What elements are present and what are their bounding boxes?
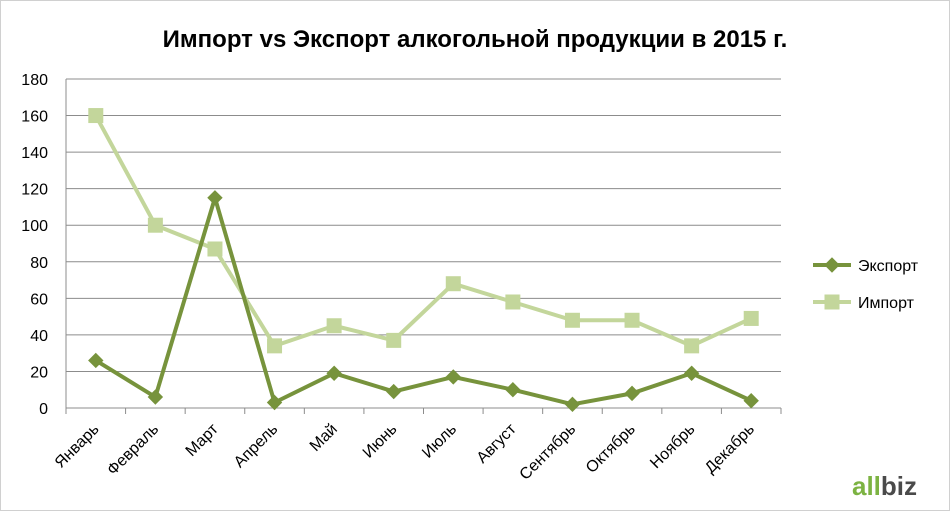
data-point (445, 276, 461, 292)
data-point (207, 190, 223, 206)
legend-marker (824, 294, 840, 310)
data-point (743, 310, 759, 326)
data-point (147, 217, 163, 233)
data-point (743, 392, 759, 409)
data-point (505, 382, 521, 398)
x-tick-label: Октябрь (583, 421, 639, 477)
data-point (326, 365, 342, 381)
legend-label: Импорт (858, 295, 915, 312)
x-tick-label: Декабрь (702, 421, 758, 477)
axes: 0 20 40 60 80 100 120 140 160 180 Январь Февраль Мар… (21, 72, 782, 484)
series-layer (88, 108, 759, 413)
y-tick-label: 80 (30, 255, 48, 272)
x-tick-label: Февраль (104, 421, 162, 479)
y-tick-label: 120 (21, 182, 48, 199)
y-tick-label: 140 (21, 145, 48, 162)
series-line (94, 195, 753, 407)
data-point (207, 241, 223, 257)
data-point (266, 394, 283, 411)
logo-biz-part: biz (881, 471, 917, 501)
y-tick-label: 160 (21, 109, 48, 126)
chart-title: Импорт vs Экспорт алкогольной продукции … (163, 26, 788, 53)
x-tick-label: Январь (52, 421, 103, 472)
legend-marker (824, 257, 840, 273)
data-point (564, 396, 581, 413)
y-tick-label: 20 (30, 364, 48, 381)
y-tick-label: 100 (21, 218, 48, 235)
x-tick-label: Март (183, 420, 223, 460)
x-tick-label: Июнь (360, 421, 401, 462)
legend-item: Экспорт (813, 257, 919, 275)
x-tick-label: Август (474, 420, 521, 467)
y-tick-label: 60 (30, 291, 48, 308)
series-line (94, 114, 753, 348)
data-point (147, 389, 164, 405)
allbiz-logo: allbiz (852, 471, 917, 501)
x-tick-label: Июль (419, 421, 460, 462)
data-point (564, 312, 580, 328)
data-point (386, 332, 402, 348)
logo-all-part: all (852, 471, 881, 501)
data-point (684, 338, 700, 354)
data-point (88, 108, 104, 124)
legend-item: Импорт (813, 294, 915, 312)
data-point (326, 318, 342, 334)
data-point (386, 383, 402, 400)
grid (66, 78, 781, 372)
legend: Экспорт Импорт (813, 257, 919, 312)
data-point (624, 312, 640, 328)
y-tick-label: 40 (30, 328, 48, 345)
data-point (505, 294, 521, 310)
series-import (88, 108, 759, 354)
data-point (624, 385, 640, 402)
y-tick-label: 0 (39, 401, 48, 418)
legend-label: Экспорт (858, 258, 919, 275)
data-point (445, 369, 461, 385)
series-export (88, 190, 759, 413)
x-tick-label: Май (307, 421, 341, 455)
x-tick-label: Ноябрь (647, 421, 698, 472)
x-tick-label: Сентябрь (517, 421, 580, 484)
x-tick-label: Апрель (231, 421, 281, 471)
y-tick-label: 180 (21, 72, 48, 89)
data-point (88, 352, 104, 369)
data-point (267, 338, 283, 354)
data-point (683, 365, 700, 381)
